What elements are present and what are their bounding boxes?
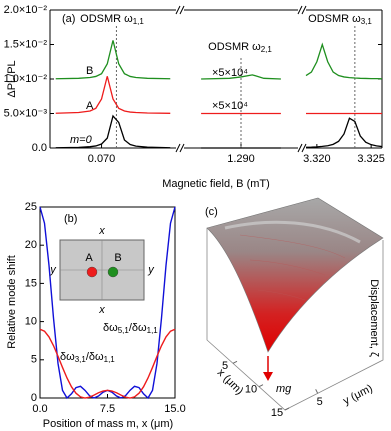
axis-break: [297, 5, 307, 15]
x-tick-label: 5: [222, 360, 228, 372]
x-tick: [232, 360, 238, 364]
axis-break: [297, 143, 307, 153]
force-label: mg: [276, 383, 292, 395]
x-tick-label: 3.325: [357, 153, 385, 165]
y-tick-label: 5.0×10⁻³: [4, 107, 48, 119]
spectrum-line: [55, 114, 171, 149]
spectrum-line: [201, 74, 281, 80]
series-label-part: 1,1: [147, 326, 159, 335]
peak-title-part: 1,1: [133, 17, 145, 26]
x-tick-label: 3.320: [303, 153, 331, 165]
peak-title-part: 2,1: [261, 45, 273, 54]
peak-title: ODSMR ω2,1: [208, 41, 272, 54]
x-tick: [258, 384, 264, 388]
y-axis-title: ΔPL/PL: [6, 60, 18, 97]
series-label: δω5,1/δω1,1: [103, 322, 158, 335]
spectrum-line: [305, 117, 383, 148]
mode-line: [39, 206, 176, 400]
y-tick-label: 5: [317, 396, 323, 408]
axis-break: [175, 143, 185, 153]
inset-label: x: [98, 225, 105, 237]
series-label: δω3,1/δω1,1: [60, 351, 115, 364]
peak-title-part: 3,1: [361, 17, 373, 26]
plot-frame: [39, 206, 176, 399]
peak-title-part: ODSMR ω: [308, 13, 361, 25]
series-label-part: δω: [103, 322, 118, 334]
series-label: A: [86, 100, 94, 112]
peak-title: ODSMR ω1,1: [80, 13, 144, 26]
x-tick-label: 15.0: [164, 403, 185, 415]
series-label-part: 5,1: [118, 326, 130, 335]
series-label-part: /δω: [129, 322, 147, 334]
series-label-part: δω: [60, 351, 75, 363]
inset-label: y: [49, 264, 57, 276]
y-axis-title: y (μm): [341, 382, 374, 407]
panel-label: (c): [205, 206, 218, 218]
panel-label: (a): [62, 13, 75, 25]
mass: [86, 266, 98, 278]
spectrum-line: [55, 40, 171, 80]
x-tick-label: 0.0: [32, 403, 47, 415]
surface-drawing: [206, 197, 384, 411]
x-tick-label: 15: [271, 407, 283, 419]
series-label-part: /δω: [86, 351, 104, 363]
mass: [107, 266, 119, 278]
series-label-part: 3,1: [75, 355, 87, 364]
x-axis-title: x (μm): [215, 367, 246, 398]
y-tick-label: 15: [25, 277, 37, 289]
y-tick-label: 0.0: [32, 142, 47, 154]
y-tick-label: 0: [31, 392, 37, 404]
mode-line: [39, 328, 176, 399]
x-tick: [284, 407, 290, 411]
scale-label: ×5×10⁴: [212, 67, 248, 79]
series-label: m=0: [70, 134, 93, 146]
x-tick-label: 10: [245, 384, 257, 396]
y-tick-label: 25: [25, 201, 37, 213]
y-tick-label: 1.0×10⁻²: [4, 73, 48, 85]
axis-break: [175, 5, 185, 15]
peak-title-part: ODSMR ω: [208, 41, 261, 53]
inset-label: x: [98, 304, 105, 316]
y-tick-label: 5: [31, 354, 37, 366]
mass-label: A: [85, 252, 93, 264]
scale-label: ×5×10⁴: [212, 100, 248, 112]
peak-title-part: ODSMR ω: [80, 13, 133, 25]
y-tick: [315, 389, 319, 394]
x-tick-label: 0.070: [88, 153, 116, 165]
peak-title: ODSMR ω3,1: [308, 13, 372, 26]
panel-label: (b): [64, 213, 77, 225]
spectrum-line: [55, 76, 171, 114]
inset-label: y: [147, 264, 155, 276]
spectrum-line: [305, 42, 383, 80]
x-tick-label: 1.290: [227, 153, 255, 165]
z-axis-title: Displacement, ζ: [368, 279, 380, 357]
y-tick-label: 2.0×10⁻²: [4, 4, 48, 16]
series-label: B: [86, 65, 93, 77]
y-tick-label: 10: [25, 316, 37, 328]
x-tick-label: 7.5: [100, 403, 115, 415]
y-tick-label: 20: [25, 239, 37, 251]
x-axis-title: Position of mass m, x (μm): [43, 418, 173, 430]
y-tick-label: 1.5×10⁻²: [4, 38, 48, 50]
series-label-part: 1,1: [104, 355, 116, 364]
y-axis-title: Relative mode shift: [6, 255, 18, 349]
x-axis-title: Magnetic field, B (mT): [162, 178, 270, 190]
mass-label: B: [114, 252, 121, 264]
